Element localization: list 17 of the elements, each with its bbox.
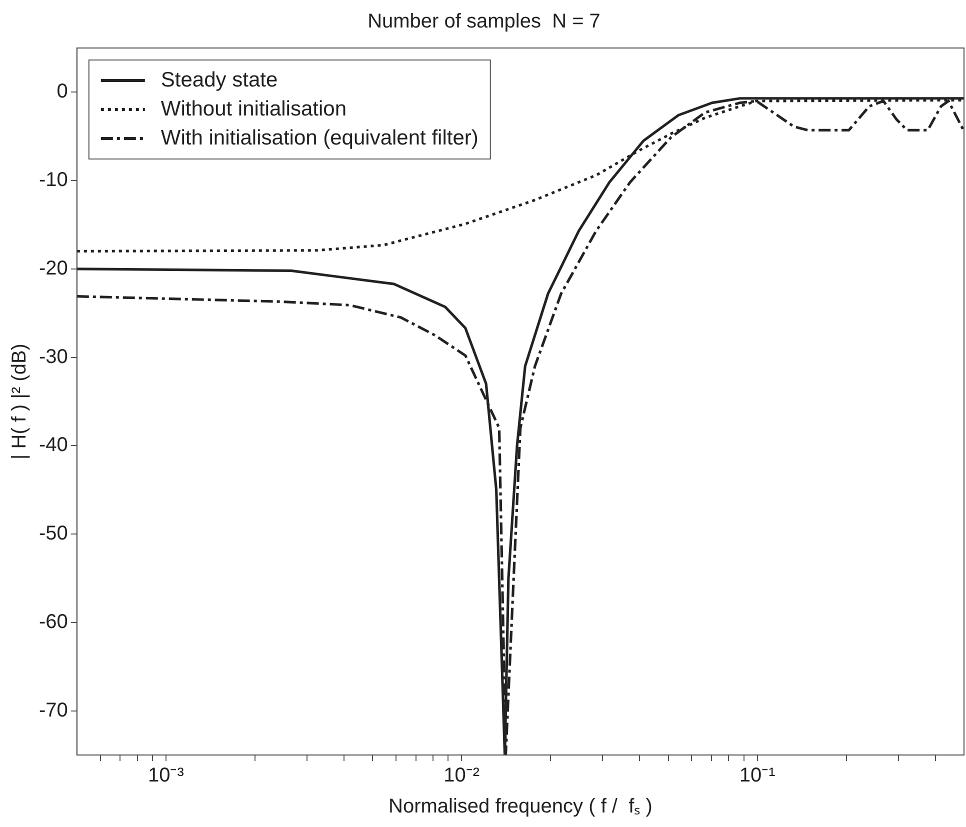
chart-title: Number of samples N = 7 — [368, 10, 600, 33]
y-axis-title: | H( f ) |² (dB) — [8, 344, 31, 460]
x-tick-label: 10⁻² — [444, 764, 480, 787]
y-tick-label: -50 — [39, 522, 68, 545]
y-tick-label: -40 — [39, 434, 68, 456]
x-tick-label: 10⁻¹ — [739, 764, 776, 787]
legend-label: With initialisation (equivalent filter) — [160, 126, 478, 150]
y-tick-label: -20 — [39, 257, 68, 280]
y-tick-label: 0 — [56, 80, 68, 103]
legend-label: Steady state — [160, 68, 278, 92]
x-tick-label: 10⁻³ — [148, 764, 184, 787]
y-tick-label: -70 — [39, 699, 68, 722]
x-axis-title: Normalised frequency ( f / fₛ ) — [388, 796, 652, 818]
y-tick-label: -60 — [39, 610, 68, 633]
y-tick-label: -10 — [39, 169, 68, 192]
y-tick-label: -30 — [39, 346, 68, 368]
legend-label: Without initialisation — [160, 97, 346, 120]
